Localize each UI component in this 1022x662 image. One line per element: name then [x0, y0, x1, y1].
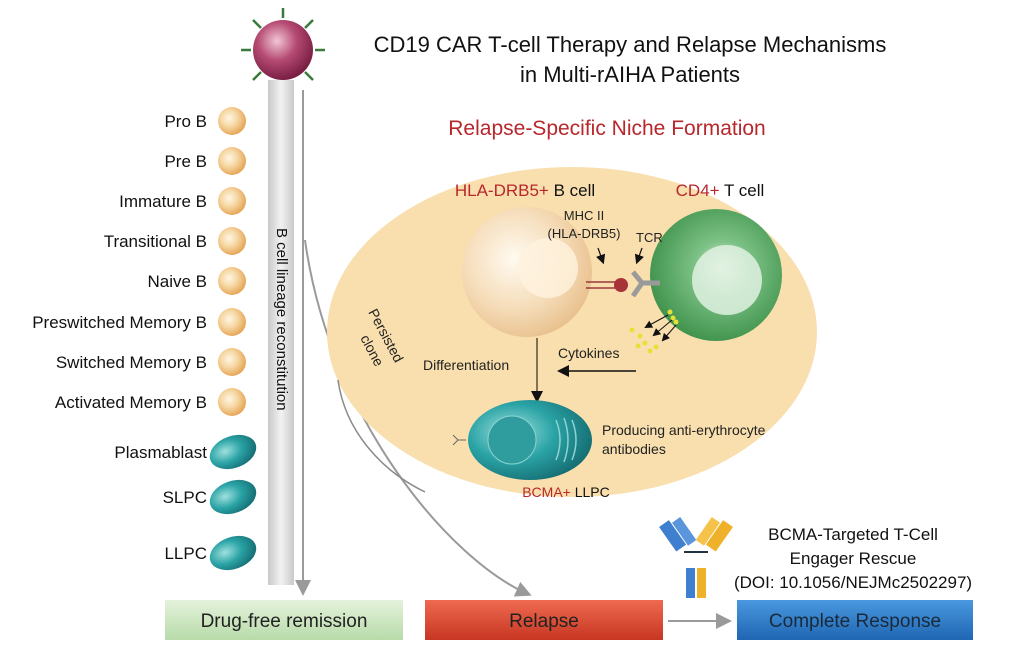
- plasma-cell-label: SLPC: [163, 488, 207, 507]
- complete-response-label: Complete Response: [769, 611, 941, 632]
- plasma-cell-label: LLPC: [164, 544, 207, 563]
- producing-label-2: antibodies: [602, 441, 666, 457]
- tcr-pointer: [634, 247, 644, 265]
- t-cell-nucleus: [692, 245, 762, 315]
- niche-shadow-arc: [337, 379, 426, 493]
- b-cell-stage-icon: [218, 348, 246, 376]
- b-cell-stage-icon: [218, 308, 246, 336]
- differentiation-label: Differentiation: [423, 357, 509, 373]
- b-cell-stage-icon: [218, 187, 246, 215]
- tcr-label: TCR: [636, 230, 663, 245]
- b-cell-label: HLA-DRB5+ B cell: [455, 181, 595, 200]
- lineage-bar-label: B cell lineage reconstitution: [273, 228, 290, 411]
- llpc-label: BCMA+ LLPC: [522, 484, 610, 500]
- stage-label: Activated Memory B: [55, 393, 207, 412]
- niche-title: Relapse-Specific Niche Formation: [448, 117, 765, 140]
- t-cell-text: T cell: [720, 181, 765, 200]
- complete-response-box: [737, 600, 973, 640]
- b-cell-stage-icon: [218, 267, 246, 295]
- b-cell-stage-icon: [218, 227, 246, 255]
- stage-label: Pro B: [164, 112, 207, 131]
- relapse-arrow: [304, 239, 532, 597]
- rescue-line-1: BCMA-Targeted T-Cell: [768, 525, 938, 544]
- lineage-bar: [268, 80, 294, 585]
- b-cell-stage-icon: [218, 388, 246, 416]
- remission-box: [165, 600, 403, 640]
- remission-label: Drug-free remission: [201, 611, 368, 632]
- relapse-box: [425, 600, 663, 640]
- title-line-2: in Multi-rAIHA Patients: [520, 62, 740, 87]
- car-t-cell-icon: [241, 8, 325, 92]
- plasma-cell-icon: [209, 535, 257, 571]
- t-cell-label: CD4+ T cell: [676, 181, 765, 200]
- b-cell-marker: HLA-DRB5+: [455, 181, 549, 200]
- b-cell-nucleus: [518, 238, 578, 298]
- producing-label-1: Producing anti-erythrocyte: [602, 422, 766, 438]
- rescue-line-3: (DOI: 10.1056/NEJMc2502297): [734, 573, 972, 592]
- stage-label: Transitional B: [104, 232, 207, 251]
- bispecific-antibody-icon: [659, 517, 733, 598]
- llpc-text: LLPC: [571, 484, 610, 500]
- cytokines-label: Cytokines: [558, 345, 619, 361]
- b-cell-text: B cell: [549, 181, 595, 200]
- stage-label: Immature B: [119, 192, 207, 211]
- stage-label: Pre B: [164, 152, 207, 171]
- mhc-label-2: (HLA-DRB5): [548, 226, 621, 241]
- llpc-cell-icon: [452, 400, 592, 480]
- b-cell-stage-icon: [218, 147, 246, 175]
- title-line-1: CD19 CAR T-cell Therapy and Relapse Mech…: [374, 32, 887, 57]
- llpc-marker: BCMA+: [522, 484, 571, 500]
- b-cell-stage-icon: [218, 107, 246, 135]
- cytokine-dots-icon: [629, 309, 679, 354]
- plasma-cell-label: Plasmablast: [114, 443, 207, 462]
- stage-label: Preswitched Memory B: [32, 313, 207, 332]
- t-cell-marker: CD4+: [676, 181, 720, 200]
- mhc-label-1: MHC II: [564, 208, 604, 223]
- plasma-cell-icon: [209, 479, 257, 515]
- relapse-label: Relapse: [509, 611, 579, 632]
- stage-label: Naive B: [147, 272, 207, 291]
- rescue-line-2: Engager Rescue: [790, 549, 917, 568]
- stage-label: Switched Memory B: [56, 353, 207, 372]
- mhc-tcr-synapse-icon: [586, 270, 660, 298]
- mhc-pointer: [596, 247, 606, 265]
- plasma-cell-icon: [209, 434, 257, 470]
